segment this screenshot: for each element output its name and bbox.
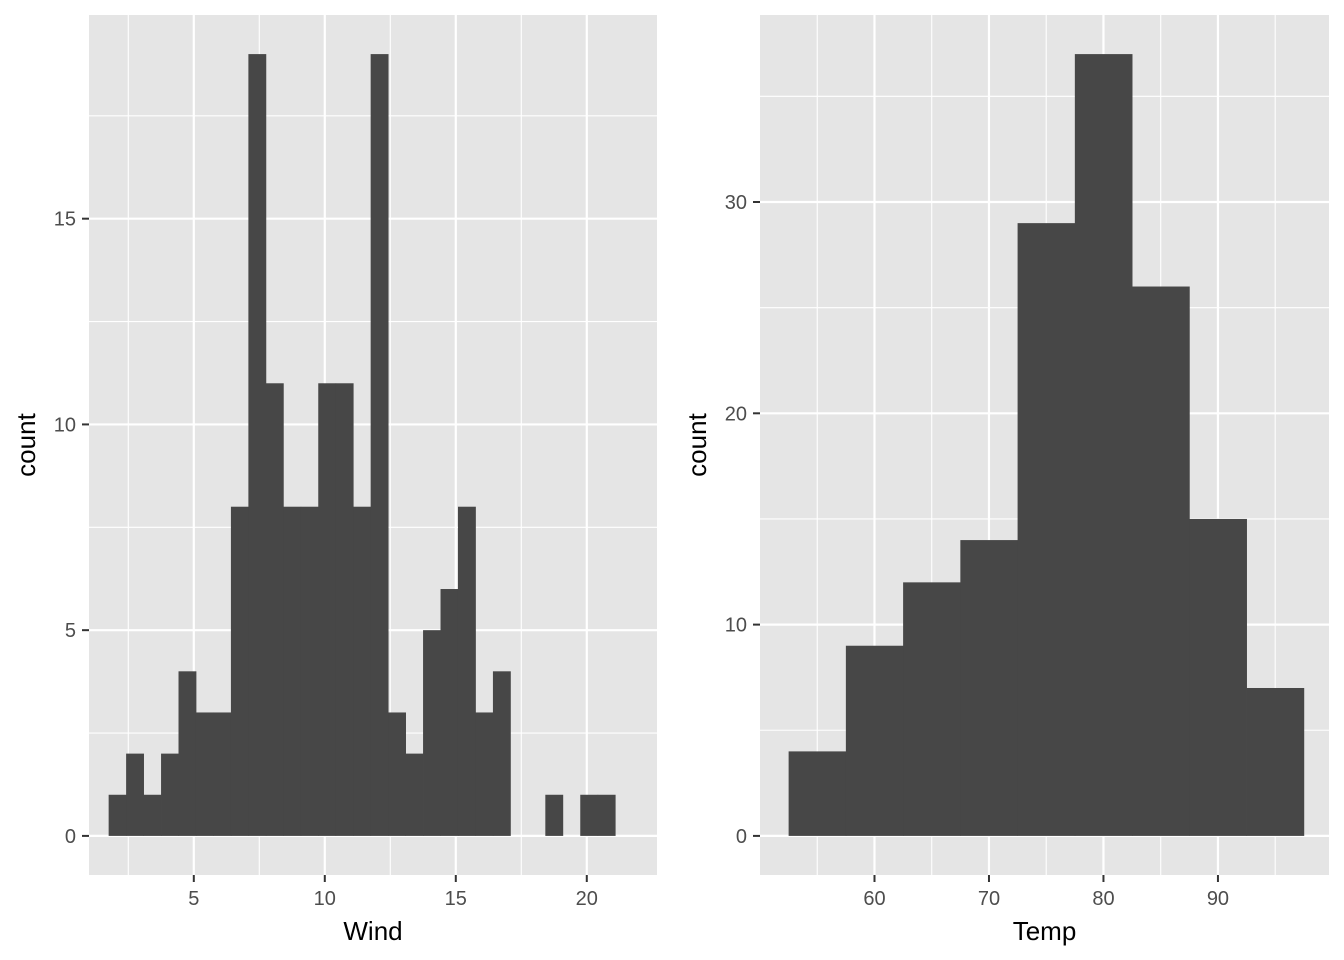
wind-histogram-bar xyxy=(108,794,127,836)
wind-histogram-bar xyxy=(545,794,564,836)
wind-histogram-bar xyxy=(597,794,616,836)
wind-y-axis-title: count xyxy=(11,412,41,476)
temp-y-tick-label: 10 xyxy=(725,615,747,637)
wind-histogram-bar xyxy=(283,506,302,836)
wind-histogram-bar xyxy=(353,506,372,836)
temp-x-tick-label: 90 xyxy=(1207,888,1229,910)
temp-histogram-bar xyxy=(903,582,961,836)
wind-histogram-bar xyxy=(475,712,494,836)
wind-histogram-bar xyxy=(457,506,476,836)
wind-histogram-bar xyxy=(265,383,284,836)
temp-histogram-bar xyxy=(1189,518,1247,836)
wind-bars xyxy=(108,54,616,836)
wind-histogram-bar xyxy=(248,54,267,836)
temp-y-axis-title: count xyxy=(682,412,712,476)
wind-y-tick-label: 15 xyxy=(54,209,76,231)
temp-histogram-bar xyxy=(1074,54,1133,836)
temp-histogram-bar xyxy=(1017,223,1076,836)
wind-x-tick-label: 5 xyxy=(188,888,199,910)
wind-histogram-bar xyxy=(195,712,214,836)
wind-histogram-bar xyxy=(580,794,599,836)
wind-x-tick-label: 10 xyxy=(314,888,336,910)
wind-x-tick-label: 20 xyxy=(576,888,598,910)
temp-histogram-bar xyxy=(960,540,1018,836)
temp-y-tick-label: 0 xyxy=(736,826,747,848)
temp-histogram-bar xyxy=(845,645,904,836)
wind-y-tick-label: 5 xyxy=(65,620,76,642)
temp-histogram-bar xyxy=(1246,687,1305,836)
wind-histogram-bar xyxy=(492,671,511,836)
wind-histogram-bar xyxy=(318,383,337,836)
wind-histogram-bar xyxy=(300,506,319,836)
wind-histogram-bar xyxy=(230,506,249,836)
wind-histogram-panel: 0 5 10 15 5 10 15 20 Wind count xyxy=(11,15,657,946)
temp-x-tick-label: 70 xyxy=(978,888,1000,910)
temp-x-axis-title: Temp xyxy=(1013,916,1077,946)
temp-x-tick-label: 80 xyxy=(1092,888,1114,910)
wind-histogram-bar xyxy=(388,712,406,836)
wind-histogram-bar xyxy=(440,589,459,836)
wind-x-tick-label: 15 xyxy=(445,888,467,910)
wind-histogram-bar xyxy=(178,671,197,836)
wind-histogram-bar xyxy=(405,753,424,836)
wind-histogram-bar xyxy=(335,383,354,836)
wind-y-tick-label: 0 xyxy=(65,826,76,848)
temp-histogram-panel: 0 10 20 30 60 70 80 90 Temp count xyxy=(682,15,1329,946)
temp-y-tick-label: 30 xyxy=(725,192,747,214)
wind-x-axis-title: Wind xyxy=(343,916,402,946)
temp-x-tick-label: 60 xyxy=(863,888,885,910)
wind-histogram-bar xyxy=(423,630,441,836)
wind-histogram-bar xyxy=(370,54,389,836)
temp-y-tick-label: 20 xyxy=(725,403,747,425)
wind-histogram-bar xyxy=(161,753,179,836)
wind-histogram-bar xyxy=(213,712,232,836)
wind-histogram-bar xyxy=(143,794,162,836)
wind-histogram-bar xyxy=(126,753,144,836)
temp-histogram-bar xyxy=(788,751,847,836)
temp-bars xyxy=(788,54,1305,836)
wind-y-tick-label: 10 xyxy=(54,414,76,436)
wind-axes: 0 5 10 15 5 10 15 20 xyxy=(54,209,598,910)
temp-axes: 0 10 20 30 60 70 80 90 xyxy=(725,192,1229,910)
temp-histogram-bar xyxy=(1132,286,1190,836)
